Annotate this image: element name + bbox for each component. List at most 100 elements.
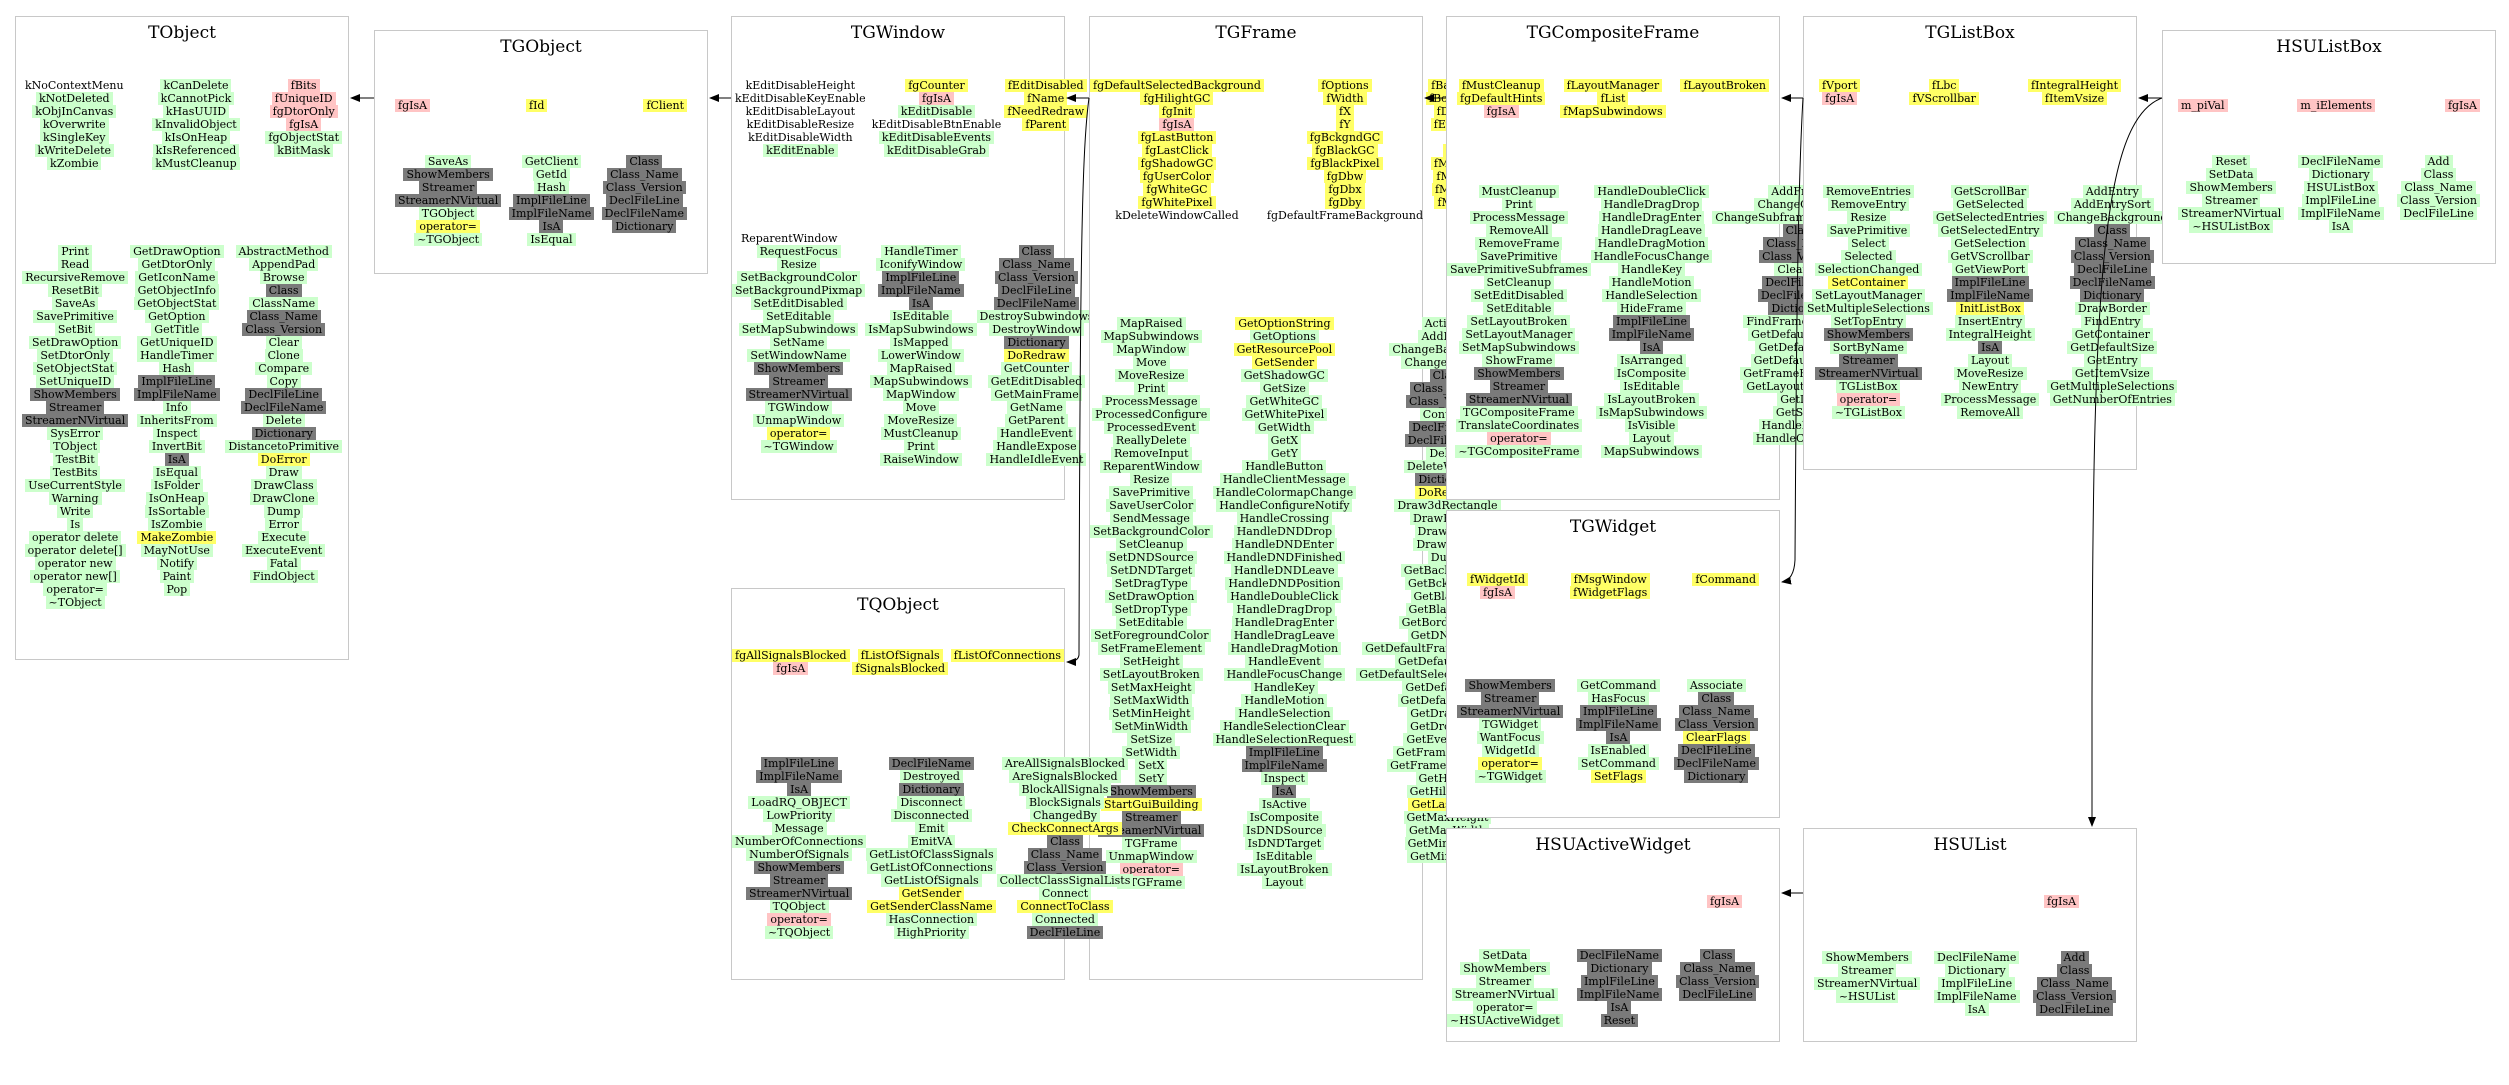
method-entry: CollectClassSignalLists [996,874,1134,887]
data-member: kCannotPick [157,92,235,105]
method-entry: MapWindow [1113,343,1190,356]
method-entry: Class [2094,224,2131,237]
data-member: fLayoutBroken [1680,79,1769,92]
method-entry: Class_Name [2037,977,2112,990]
data-member: kDeleteWindowCalled [1115,209,1239,222]
method-entry: DeclFileName [2298,155,2384,168]
methods-grid: MapRaised MapSubwindows MapWindow Move MoveR… [1090,317,1539,889]
method-entry: Connect [1038,887,1092,900]
method-entry: GetResourcePool [1233,343,1336,356]
member-column: fLayoutBroken [1680,79,1769,118]
method-entry: SetWidth [1122,746,1181,759]
method-entry: GetListOfSignals [881,874,982,887]
method-entry: Associate [1686,679,1746,692]
method-entry: GetViewPort [1951,263,2029,276]
member-column: MapRaised MapSubwindows MapWindow Move MoveR… [1090,317,1213,889]
method-entry: ProcessMessage [1102,395,1201,408]
method-entry: GetName [1007,401,1066,414]
members-grid: fgDefaultSelectedBackground fgHilightGC fg… [1090,79,1509,222]
class-box-tgcompositeframe: TGCompositeFrame fMustCleanup fgDefaultHi… [1446,16,1889,500]
member-column: ImplFileLine ImplFileName IsA LoadRQ_OBJECT… [732,757,867,939]
method-entry: Streamer [45,401,105,414]
class-box-tqobject: TQObject fgAllSignalsBlocked fgIsA fListOf… [731,588,1134,980]
data-member: fgDbw [1323,170,1367,183]
method-entry: DeclFileLine [245,388,322,401]
method-entry: SetCleanup [1483,276,1555,289]
method-entry: Class_Name [246,310,321,323]
method-entry: GetOption [145,310,209,323]
method-entry: StreamerNVirtual [395,194,502,207]
method-entry: HandleDragMotion [1594,237,1709,250]
data-member: kEditDisableWidth [748,131,853,144]
class-title: TObject [148,23,216,43]
data-member: fgIsA [286,118,322,131]
method-entry: SetBackgroundPixmap [732,284,866,297]
method-entry: IsLayoutBroken [1237,863,1332,876]
method-entry: ImplFileName [756,770,842,783]
member-column: fOptions fWidth fX fY fgBckgndGC fgBlackGC fgB… [1264,79,1426,222]
data-member: fgIsA [2044,895,2080,908]
method-entry: IsLayoutBroken [1604,393,1699,406]
data-member: fName [1024,92,1068,105]
method-entry: SavePrimitive [1477,250,1561,263]
method-entry: operator= [1119,863,1184,876]
member-column: DeclFileName Dictionary HSUListBox ImplFile… [2297,155,2384,233]
data-member: kWriteDelete [34,144,115,157]
method-entry: SaveAs [51,297,99,310]
method-entry: SaveUserColor [1106,499,1197,512]
method-entry: IsMapped [890,336,952,349]
method-entry: SetEditDisabled [750,297,847,310]
class-title: TGObject [500,37,582,57]
method-entry: ChangeBackground [2054,211,2171,224]
method-entry: HandleKey [1618,263,1685,276]
method-entry: IsA [1607,1001,1632,1014]
data-member: fItemVsize [2041,92,2108,105]
method-entry: GetX [1267,434,1302,447]
method-entry: operator= [1487,432,1551,445]
method-entry: IsEditable [1620,380,1683,393]
method-entry: GetListOfConnections [866,861,996,874]
method-entry: HandleSelection [1602,289,1701,302]
method-entry: StreamerNVirtual [1815,367,1922,380]
method-entry: Selected [1841,250,1896,263]
method-entry: IsA [1964,1003,1989,1016]
method-entry: ProcessMessage [1940,393,2040,406]
method-entry: Class_Version [1023,861,1107,874]
method-entry: Move [1132,356,1170,369]
method-entry: Class [1018,245,1055,258]
method-entry: LoadRQ_OBJECT [748,796,850,809]
method-entry: ShowMembers [1465,679,1555,692]
method-entry: TGWidget [1479,718,1541,731]
data-member: fgDefaultHints [1457,92,1546,105]
member-column: Class Class_Name Class_Version DeclFileLine… [601,155,687,246]
method-entry: Pop [163,583,191,596]
data-member: fgHilightGC [1140,92,1214,105]
method-entry: WidgetId [1481,744,1539,757]
method-entry: SetWindowName [747,349,850,362]
method-entry: RemoveInput [1110,447,1192,460]
method-entry: IconifyWindow [876,258,966,271]
method-entry: Dictionary [612,220,677,233]
method-entry: Streamer [1122,811,1181,824]
method-entry: Resize [1130,473,1173,486]
data-member: fgIsA [1480,586,1516,599]
method-entry: Class_Version [602,181,686,194]
method-entry: Layout [1629,432,1674,445]
method-entry: RemoveAll [1486,224,1552,237]
method-entry: DoRedraw [1004,349,1069,362]
data-member: fWidgetFlags [1570,586,1651,599]
method-entry: ShowMembers [30,388,120,401]
data-member: kObjInCanvas [32,105,117,118]
data-member: fVport [1819,79,1861,92]
method-entry: Paint [159,570,195,583]
method-entry: HandleEvent [997,427,1076,440]
method-entry: SetBackgroundColor [1090,525,1213,538]
method-entry: operator new[] [30,570,120,583]
method-entry: Inspect [153,427,201,440]
method-entry: RecursiveRemove [22,271,128,284]
data-member: kIsReferenced [152,144,240,157]
method-entry: ShowFrame [1482,354,1556,367]
method-entry: AddEntry [2082,185,2142,198]
members-grid: kNoContextMenu kNotDeleted kObjInCanvas kOv… [22,79,342,170]
method-entry: MapWindow [883,388,959,401]
